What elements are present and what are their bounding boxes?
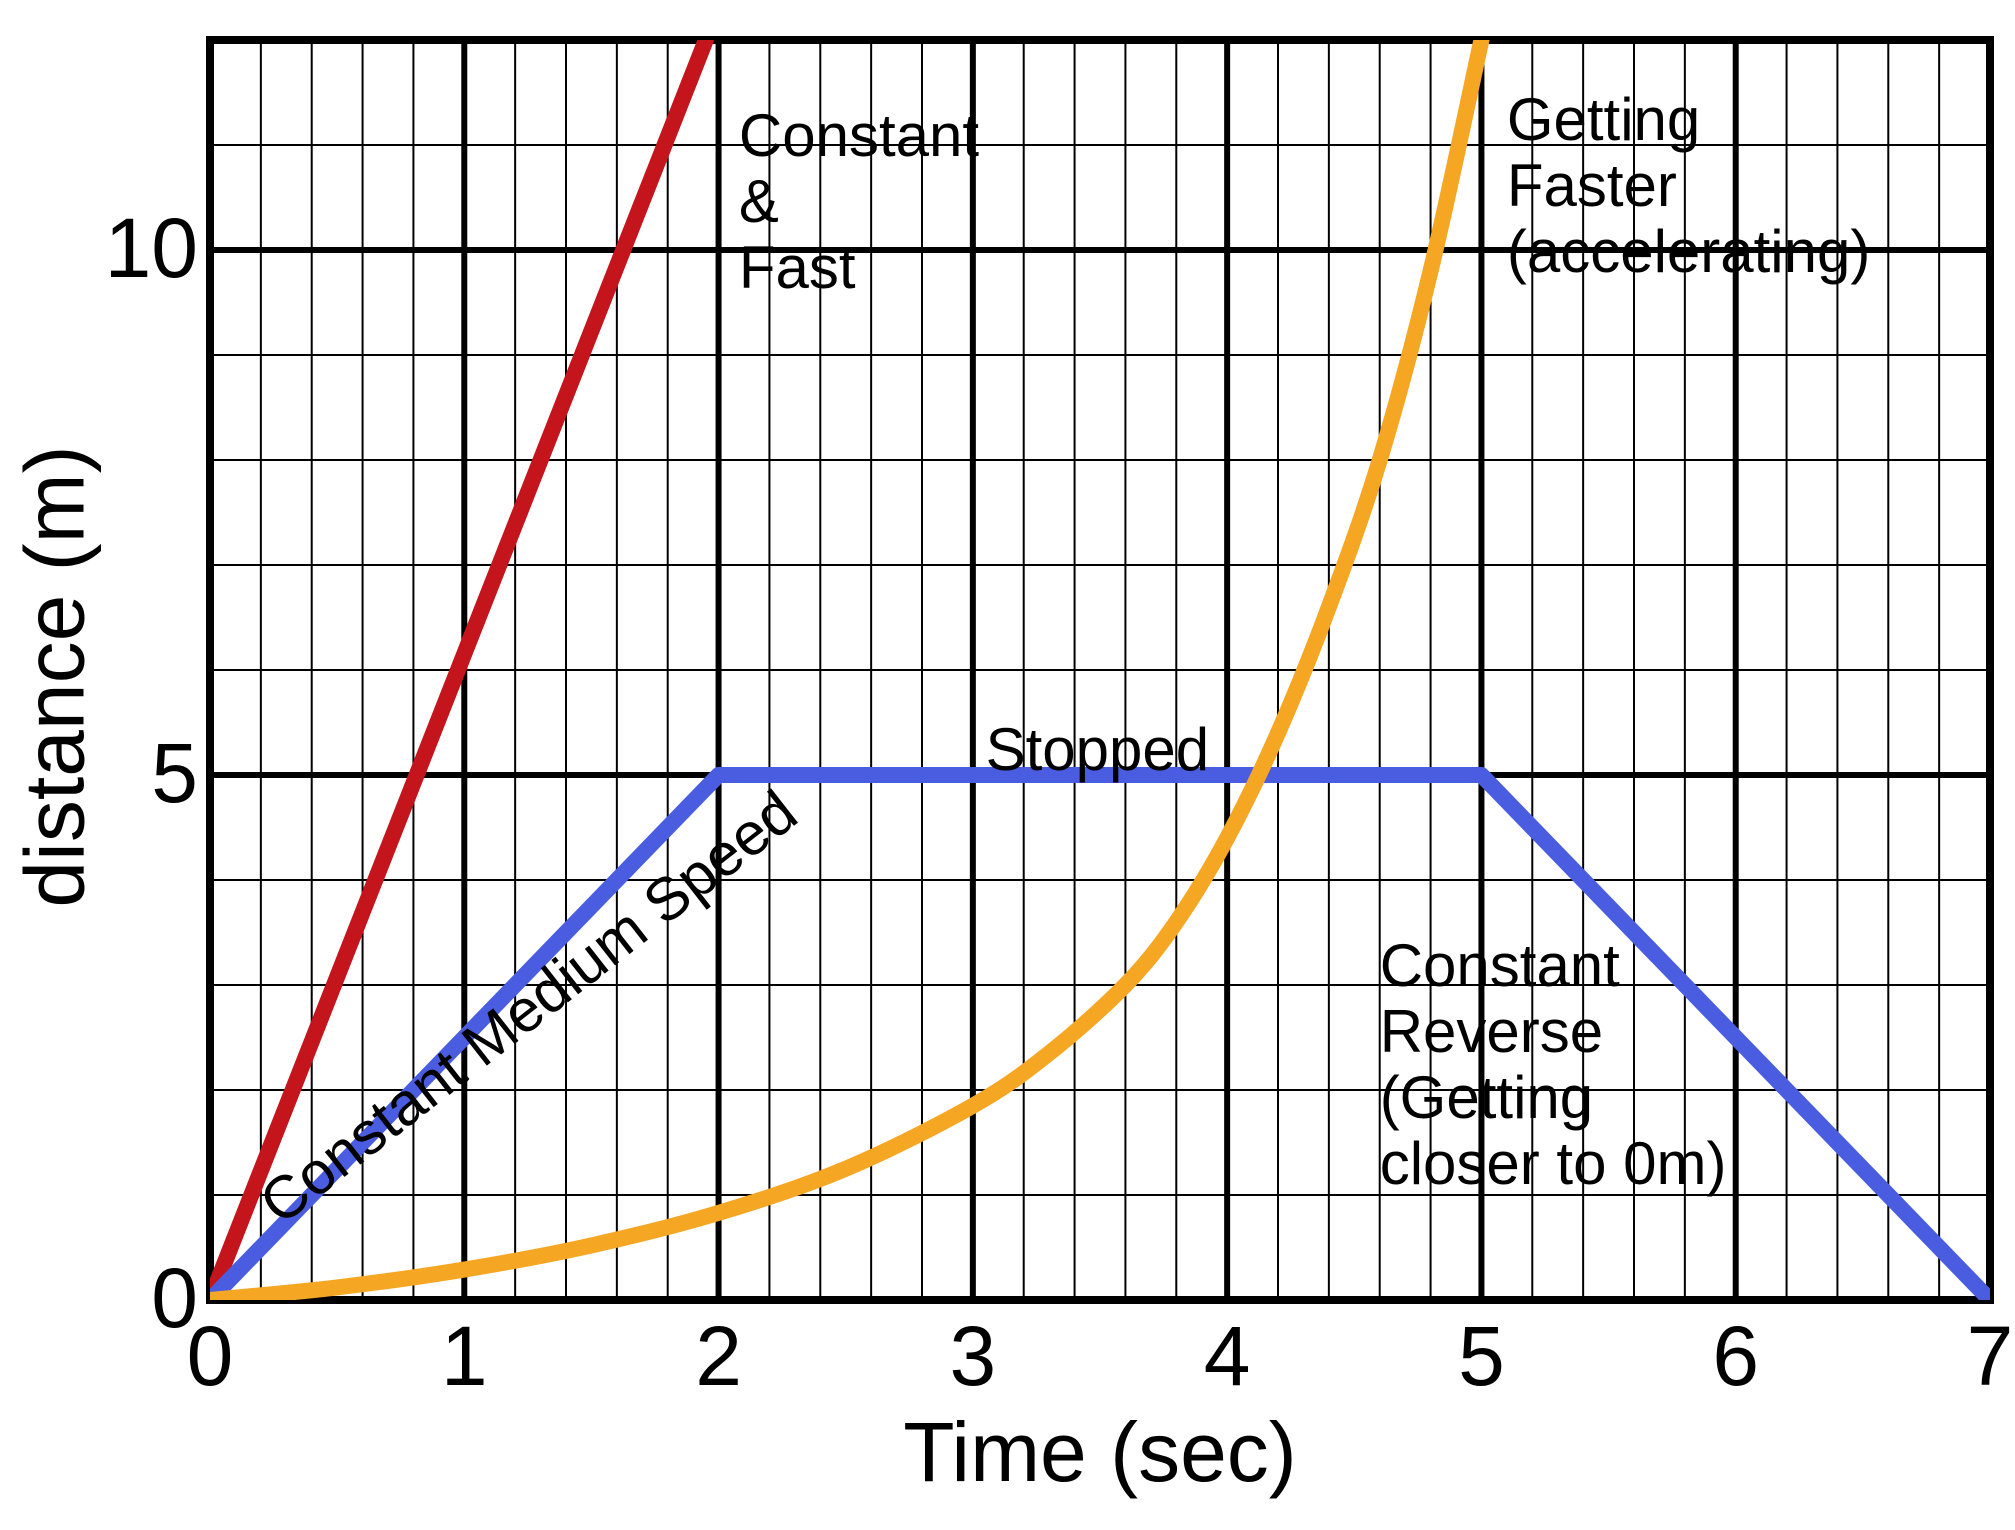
x-axis-label: Time (sec) bbox=[210, 1404, 1990, 1501]
annotation-constant-reverse: Constant Reverse (Getting closer to 0m) bbox=[1380, 933, 1727, 1197]
x-tick-label: 6 bbox=[1696, 1308, 1776, 1405]
x-tick-label: 1 bbox=[424, 1308, 504, 1405]
x-tick-label: 2 bbox=[679, 1308, 759, 1405]
y-axis-label: distance (m) bbox=[7, 47, 104, 1307]
y-tick-label: 5 bbox=[151, 725, 198, 822]
y-tick-label: 10 bbox=[105, 200, 198, 297]
annotation-stopped: Stopped bbox=[986, 717, 1210, 783]
annotation-constant-fast: Constant & Fast bbox=[739, 103, 979, 301]
x-tick-label: 3 bbox=[933, 1308, 1013, 1405]
y-tick-label: 0 bbox=[151, 1250, 198, 1347]
x-tick-label: 7 bbox=[1950, 1308, 2015, 1405]
x-tick-label: 5 bbox=[1441, 1308, 1521, 1405]
annotation-getting-faster: Getting Faster (accelerating) bbox=[1507, 87, 1871, 285]
x-tick-label: 4 bbox=[1187, 1308, 1267, 1405]
distance-time-chart: distance (m) Time (sec) 012345670510Cons… bbox=[0, 0, 2015, 1530]
